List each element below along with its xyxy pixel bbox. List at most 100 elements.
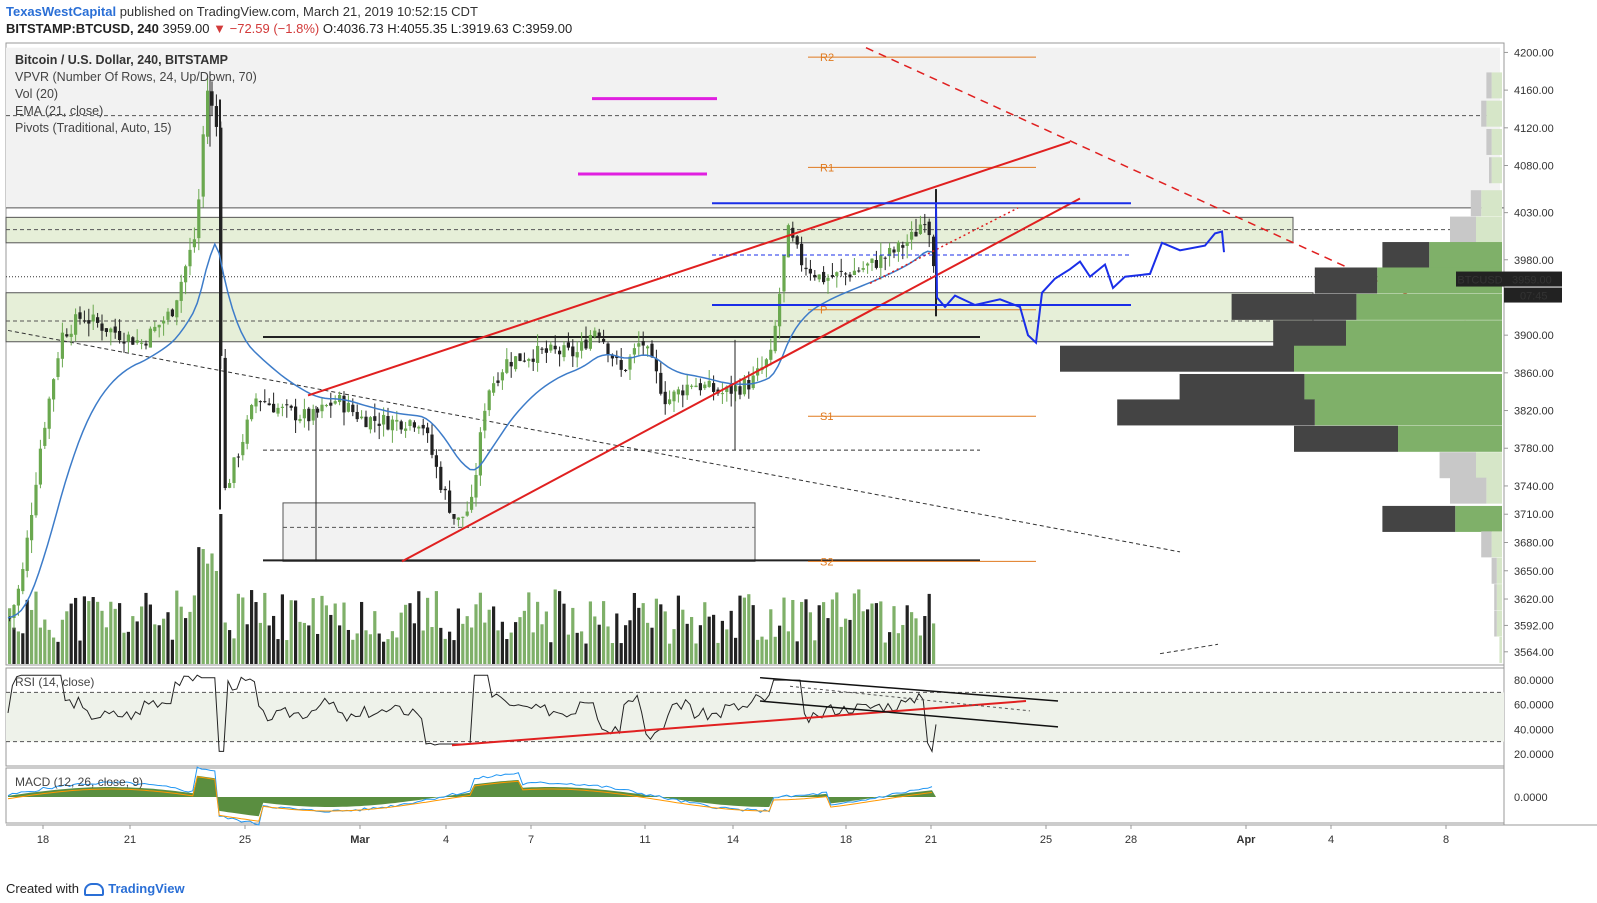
volume-bar — [395, 637, 399, 664]
x-tick-label: Mar — [350, 834, 370, 846]
volume-bar — [844, 618, 848, 664]
candle — [399, 421, 403, 430]
volume-bar — [135, 621, 139, 664]
candle — [109, 328, 113, 333]
candle — [258, 401, 262, 403]
pivot-label-r1: R1 — [820, 162, 834, 174]
candle — [16, 588, 20, 606]
candle — [210, 91, 214, 106]
volume-bar — [280, 594, 284, 664]
tradingview-brand[interactable]: TradingView — [108, 881, 185, 896]
volume-bar — [324, 605, 328, 664]
volume-bar — [738, 595, 742, 664]
macd-histogram — [8, 775, 936, 817]
volume-bar — [747, 594, 751, 664]
volume-bar — [192, 595, 196, 664]
candle — [404, 428, 408, 431]
vp-row-up — [1496, 584, 1502, 611]
volume-bar — [505, 639, 509, 664]
candle — [650, 343, 654, 358]
volume-bar — [219, 514, 223, 664]
x-tick-label: 4 — [443, 834, 449, 846]
candle — [470, 496, 474, 510]
volume-bar — [338, 625, 342, 664]
candle — [113, 326, 117, 333]
author-link[interactable]: TexasWestCapital — [6, 4, 117, 19]
volume-bar — [210, 553, 214, 664]
candle — [558, 350, 562, 355]
publisher-line: TexasWestCapital published on TradingVie… — [6, 4, 478, 19]
candle — [443, 488, 447, 491]
volume-bar — [122, 632, 126, 664]
volume-bar — [456, 608, 460, 664]
candle — [60, 332, 64, 359]
candle — [386, 416, 390, 430]
vp-row-up — [1491, 72, 1502, 99]
volume-bar — [478, 592, 482, 664]
candle — [619, 360, 623, 370]
candle — [254, 398, 258, 407]
volume-bar — [874, 603, 878, 664]
volume-bar — [223, 622, 227, 664]
volume-bar — [443, 638, 447, 664]
candle — [223, 357, 227, 489]
volume-bar — [153, 624, 157, 664]
vp-row-down — [1481, 531, 1492, 558]
volume-bar — [434, 591, 438, 664]
candle — [122, 342, 126, 344]
volume-bar — [329, 614, 333, 664]
created-with-text: Created with — [6, 881, 79, 896]
candle — [527, 359, 531, 361]
volume-bar — [96, 601, 100, 664]
candle — [830, 275, 834, 277]
candle — [580, 341, 584, 351]
vp-row-down — [1450, 477, 1487, 504]
candle — [236, 456, 240, 458]
tradingview-logo-icon — [83, 883, 104, 897]
x-tick-label: 25 — [239, 834, 251, 846]
vp-row-up — [1398, 425, 1502, 452]
candle — [153, 326, 157, 331]
candle — [245, 419, 249, 444]
candle — [192, 239, 196, 248]
volume-bar — [773, 636, 777, 664]
volume-bar — [91, 597, 95, 664]
volume-bar — [272, 615, 276, 664]
volume-bar — [311, 598, 315, 664]
candle — [694, 385, 698, 388]
volume-bar — [668, 643, 672, 664]
volume-bar — [236, 593, 240, 664]
volume-bar — [778, 625, 782, 664]
candle — [47, 398, 51, 429]
candle — [188, 249, 192, 267]
pivot-label-r2: R2 — [820, 52, 834, 64]
volume-bar — [901, 624, 905, 664]
candle — [804, 267, 808, 270]
candle — [206, 90, 210, 137]
rsi-tick-label: 80.0000 — [1514, 675, 1554, 687]
volume-bar — [140, 606, 144, 664]
volume-bar — [25, 599, 29, 664]
candle — [553, 345, 557, 350]
legend-vpvr[interactable]: VPVR (Number Of Rows, 24, Up/Down, 70) — [15, 70, 257, 84]
candle — [448, 490, 452, 513]
volume-bar — [804, 599, 808, 664]
volume-bar — [417, 591, 421, 664]
vp-row-up — [1356, 293, 1502, 320]
legend-vol[interactable]: Vol (20) — [15, 87, 59, 101]
volume-bar — [390, 631, 394, 664]
volume-bar — [857, 589, 861, 664]
volume-bar — [786, 631, 790, 664]
volume-bar — [602, 601, 606, 664]
volume-bar — [619, 643, 623, 664]
legend-pivots[interactable]: Pivots (Traditional, Auto, 15) — [15, 121, 172, 135]
candle — [179, 281, 183, 301]
projection-path — [935, 203, 1225, 345]
vp-row-down — [1439, 452, 1476, 479]
legend-ema[interactable]: EMA (21, close) — [15, 104, 104, 118]
rsi-channel-upper — [759, 676, 1059, 702]
candle — [892, 249, 896, 253]
volume-bar — [316, 633, 320, 664]
volume-bar — [593, 616, 597, 664]
